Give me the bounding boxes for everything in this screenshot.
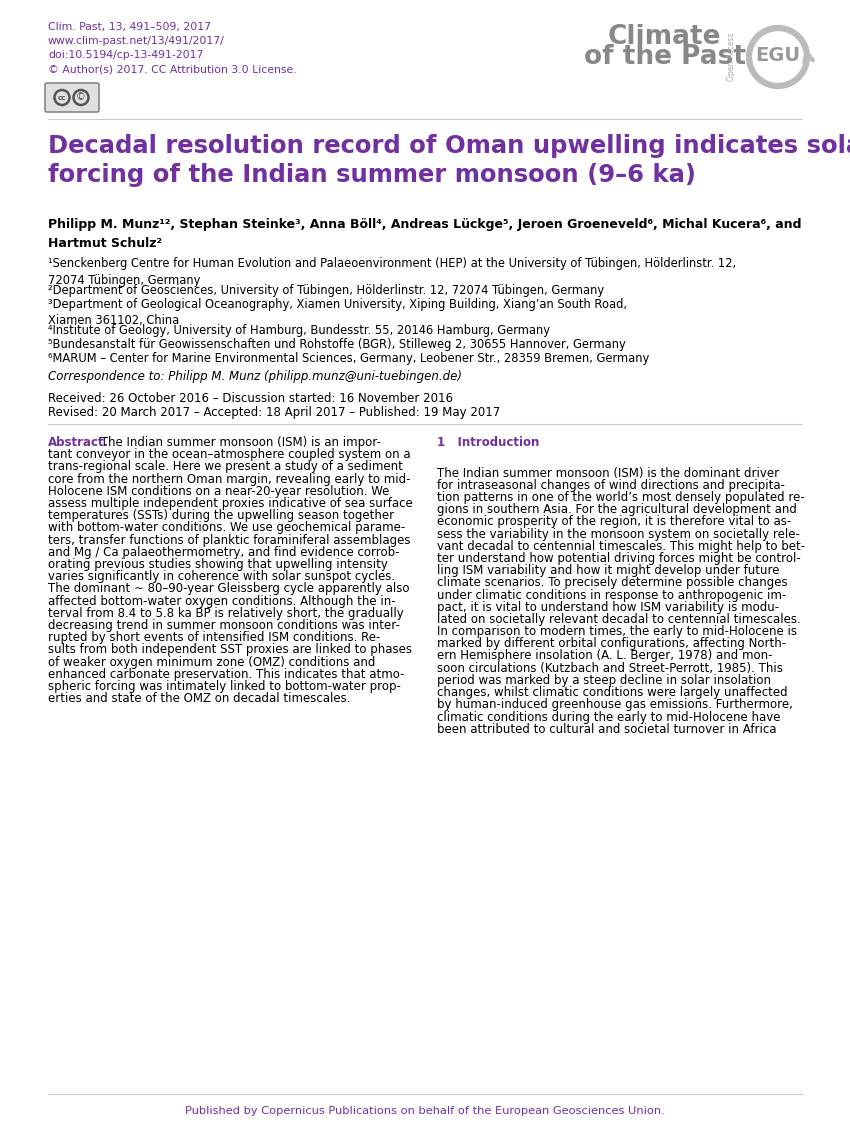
Text: www.clim-past.net/13/491/2017/: www.clim-past.net/13/491/2017/ xyxy=(48,36,224,46)
Text: Abstract.: Abstract. xyxy=(48,436,110,449)
Text: spheric forcing was intimately linked to bottom-water prop-: spheric forcing was intimately linked to… xyxy=(48,680,401,693)
Text: ern Hemisphere insolation (A. L. Berger, 1978) and mon-: ern Hemisphere insolation (A. L. Berger,… xyxy=(437,650,773,662)
Text: climatic conditions during the early to mid-Holocene have: climatic conditions during the early to … xyxy=(437,710,780,724)
Text: under climatic conditions in response to anthropogenic im-: under climatic conditions in response to… xyxy=(437,589,786,601)
Text: pact, it is vital to understand how ISM variability is modu-: pact, it is vital to understand how ISM … xyxy=(437,600,779,614)
Text: of weaker oxygen minimum zone (OMZ) conditions and: of weaker oxygen minimum zone (OMZ) cond… xyxy=(48,655,376,669)
Text: for intraseasonal changes of wind directions and precipita-: for intraseasonal changes of wind direct… xyxy=(437,479,785,491)
Text: Climate: Climate xyxy=(608,24,722,50)
Text: 1   Introduction: 1 Introduction xyxy=(437,436,540,449)
Text: period was marked by a steep decline in solar insolation: period was marked by a steep decline in … xyxy=(437,674,771,687)
Text: Revised: 20 March 2017 – Accepted: 18 April 2017 – Published: 19 May 2017: Revised: 20 March 2017 – Accepted: 18 Ap… xyxy=(48,406,501,419)
Text: ⁵Bundesanstalt für Geowissenschaften und Rohstoffe (BGR), Stilleweg 2, 30655 Han: ⁵Bundesanstalt für Geowissenschaften und… xyxy=(48,338,626,351)
Text: temperatures (SSTs) during the upwelling season together: temperatures (SSTs) during the upwelling… xyxy=(48,509,394,522)
Text: with bottom-water conditions. We use geochemical parame-: with bottom-water conditions. We use geo… xyxy=(48,522,405,534)
Text: gions in southern Asia. For the agricultural development and: gions in southern Asia. For the agricult… xyxy=(437,503,796,516)
Text: cc: cc xyxy=(58,94,66,101)
Text: soon circulations (Kutzbach and Street-Perrott, 1985). This: soon circulations (Kutzbach and Street-P… xyxy=(437,662,783,674)
Text: ²Department of Geosciences, University of Tübingen, Hölderlinstr. 12, 72074 Tübi: ²Department of Geosciences, University o… xyxy=(48,284,604,296)
Text: enhanced carbonate preservation. This indicates that atmo-: enhanced carbonate preservation. This in… xyxy=(48,668,405,681)
Text: trans-regional scale. Here we present a study of a sediment: trans-regional scale. Here we present a … xyxy=(48,460,403,473)
Text: orating previous studies showing that upwelling intensity: orating previous studies showing that up… xyxy=(48,558,388,571)
Text: terval from 8.4 to 5.8 ka BP is relatively short, the gradually: terval from 8.4 to 5.8 ka BP is relative… xyxy=(48,607,404,619)
Text: ©: © xyxy=(76,92,86,102)
Text: rupted by short events of intensified ISM conditions. Re-: rupted by short events of intensified IS… xyxy=(48,632,380,644)
Text: sults from both independent SST proxies are linked to phases: sults from both independent SST proxies … xyxy=(48,643,412,656)
Text: doi:10.5194/cp-13-491-2017: doi:10.5194/cp-13-491-2017 xyxy=(48,50,203,59)
Text: In comparison to modern times, the early to mid-Holocene is: In comparison to modern times, the early… xyxy=(437,625,797,638)
Text: tion patterns in one of the world’s most densely populated re-: tion patterns in one of the world’s most… xyxy=(437,491,805,504)
Text: sess the variability in the monsoon system on societally rele-: sess the variability in the monsoon syst… xyxy=(437,527,800,541)
Text: ³Department of Geological Oceanography, Xiamen University, Xiping Building, Xian: ³Department of Geological Oceanography, … xyxy=(48,297,627,327)
Text: The dominant ∼ 80–90-year Gleissberg cycle apparently also: The dominant ∼ 80–90-year Gleissberg cyc… xyxy=(48,582,410,596)
Text: and Mg / Ca palaeothermometry, and find evidence corrob-: and Mg / Ca palaeothermometry, and find … xyxy=(48,545,400,559)
Text: decreasing trend in summer monsoon conditions was inter-: decreasing trend in summer monsoon condi… xyxy=(48,619,400,632)
Text: of the Past: of the Past xyxy=(584,44,746,70)
Text: © Author(s) 2017. CC Attribution 3.0 License.: © Author(s) 2017. CC Attribution 3.0 Lic… xyxy=(48,64,297,74)
Text: ter understand how potential driving forces might be control-: ter understand how potential driving for… xyxy=(437,552,801,564)
Text: changes, whilst climatic conditions were largely unaffected: changes, whilst climatic conditions were… xyxy=(437,686,788,699)
Text: ling ISM variability and how it might develop under future: ling ISM variability and how it might de… xyxy=(437,564,779,577)
Text: Decadal resolution record of Oman upwelling indicates solar
forcing of the India: Decadal resolution record of Oman upwell… xyxy=(48,134,850,186)
Text: erties and state of the OMZ on decadal timescales.: erties and state of the OMZ on decadal t… xyxy=(48,692,350,706)
Text: ⁴Institute of Geology, University of Hamburg, Bundesstr. 55, 20146 Hamburg, Germ: ⁴Institute of Geology, University of Ham… xyxy=(48,324,550,337)
Text: assess multiple independent proxies indicative of sea surface: assess multiple independent proxies indi… xyxy=(48,497,413,511)
Text: EGU: EGU xyxy=(756,46,801,64)
Text: ters, transfer functions of planktic foraminiferal assemblages: ters, transfer functions of planktic for… xyxy=(48,534,411,546)
Text: economic prosperity of the region, it is therefore vital to as-: economic prosperity of the region, it is… xyxy=(437,515,791,528)
Text: Holocene ISM conditions on a near-20-year resolution. We: Holocene ISM conditions on a near-20-yea… xyxy=(48,485,389,498)
Text: Received: 26 October 2016 – Discussion started: 16 November 2016: Received: 26 October 2016 – Discussion s… xyxy=(48,392,453,405)
Text: Correspondence to: Philipp M. Munz (philipp.munz@uni-tuebingen.de): Correspondence to: Philipp M. Munz (phil… xyxy=(48,370,462,383)
Text: ⁶MARUM – Center for Marine Environmental Sciences, Germany, Leobener Str., 28359: ⁶MARUM – Center for Marine Environmental… xyxy=(48,352,649,365)
Text: vant decadal to centennial timescales. This might help to bet-: vant decadal to centennial timescales. T… xyxy=(437,540,805,553)
Text: tant conveyor in the ocean–atmosphere coupled system on a: tant conveyor in the ocean–atmosphere co… xyxy=(48,448,411,461)
Text: affected bottom-water oxygen conditions. Although the in-: affected bottom-water oxygen conditions.… xyxy=(48,595,395,608)
Text: climate scenarios. To precisely determine possible changes: climate scenarios. To precisely determin… xyxy=(437,577,788,589)
Text: Open Access: Open Access xyxy=(728,33,736,81)
Text: Philipp M. Munz¹², Stephan Steinke³, Anna Böll⁴, Andreas Lückge⁵, Jeroen Groenev: Philipp M. Munz¹², Stephan Steinke³, Ann… xyxy=(48,218,802,250)
Text: Published by Copernicus Publications on behalf of the European Geosciences Union: Published by Copernicus Publications on … xyxy=(185,1106,665,1116)
Text: The Indian summer monsoon (ISM) is an impor-: The Indian summer monsoon (ISM) is an im… xyxy=(97,436,381,449)
Text: marked by different orbital configurations, affecting North-: marked by different orbital configuratio… xyxy=(437,637,786,651)
Text: ¹Senckenberg Centre for Human Evolution and Palaeoenvironment (HEP) at the Unive: ¹Senckenberg Centre for Human Evolution … xyxy=(48,257,736,286)
Text: core from the northern Oman margin, revealing early to mid-: core from the northern Oman margin, reve… xyxy=(48,472,411,486)
Text: by human-induced greenhouse gas emissions. Furthermore,: by human-induced greenhouse gas emission… xyxy=(437,698,793,711)
FancyBboxPatch shape xyxy=(45,83,99,112)
Text: The Indian summer monsoon (ISM) is the dominant driver: The Indian summer monsoon (ISM) is the d… xyxy=(437,467,779,479)
Text: lated on societally relevant decadal to centennial timescales.: lated on societally relevant decadal to … xyxy=(437,613,801,626)
Text: varies significantly in coherence with solar sunspot cycles.: varies significantly in coherence with s… xyxy=(48,570,395,583)
Text: been attributed to cultural and societal turnover in Africa: been attributed to cultural and societal… xyxy=(437,723,777,736)
Text: Clim. Past, 13, 491–509, 2017: Clim. Past, 13, 491–509, 2017 xyxy=(48,22,211,33)
